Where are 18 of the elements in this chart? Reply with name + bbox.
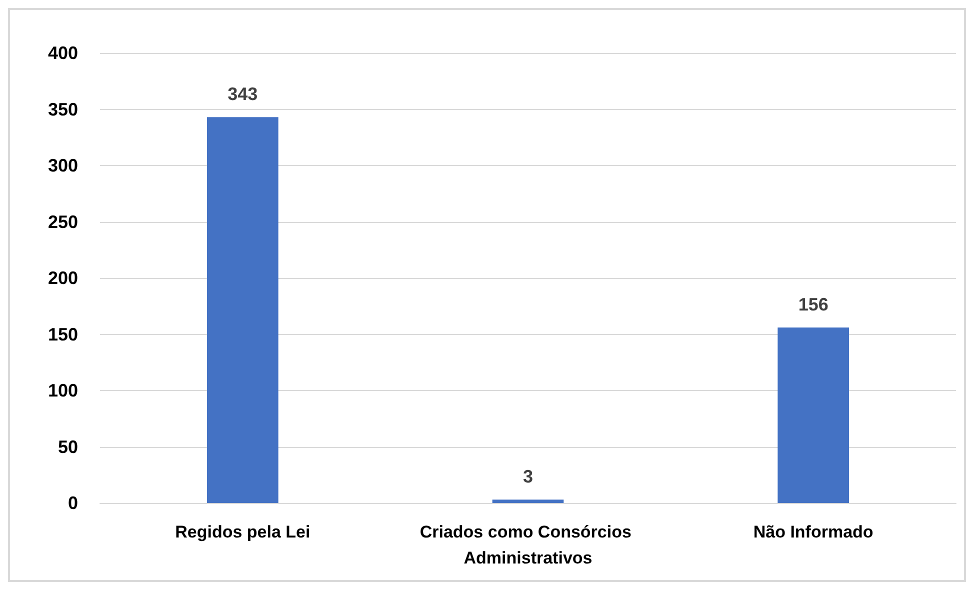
y-tick-label: 400 xyxy=(48,43,78,63)
x-tick-label: Criados como Consórcios Administrativos xyxy=(420,522,636,568)
x-tick-label: Regidos pela Lei xyxy=(175,522,310,542)
y-tick-label: 0 xyxy=(68,493,78,513)
x-tick-label: Não Informado xyxy=(753,522,874,542)
y-tick-label: 250 xyxy=(48,212,78,232)
bar xyxy=(778,328,849,503)
y-tick-label: 50 xyxy=(58,436,78,457)
y-tick-label: 100 xyxy=(48,380,78,400)
data-label: 156 xyxy=(798,294,828,314)
y-tick-label: 300 xyxy=(48,156,78,176)
y-tick-label: 200 xyxy=(48,268,78,288)
y-tick-label: 350 xyxy=(48,99,78,120)
bar xyxy=(492,500,564,503)
y-tick-label: 150 xyxy=(48,324,78,344)
data-label: 3 xyxy=(522,466,534,487)
data-label: 343 xyxy=(228,84,258,104)
bar xyxy=(207,117,278,503)
